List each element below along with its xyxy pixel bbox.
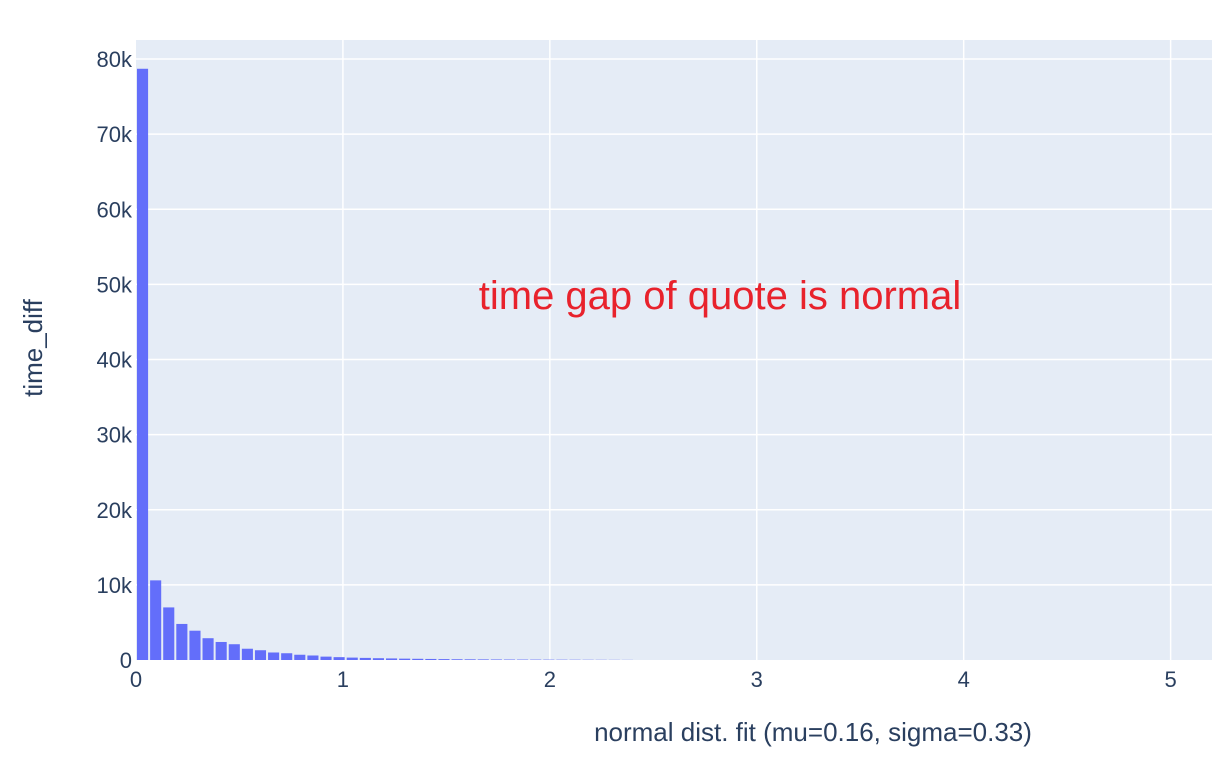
- x-tick-label: 4: [958, 667, 970, 692]
- histogram-bar: [215, 641, 227, 660]
- histogram-bar: [372, 658, 384, 660]
- x-tick-label: 1: [337, 667, 349, 692]
- histogram-bar: [189, 630, 201, 660]
- y-axis-title: time_diff: [18, 298, 48, 397]
- histogram-bar: [333, 657, 345, 660]
- histogram-bar: [202, 638, 214, 660]
- histogram-bar: [399, 658, 411, 660]
- histogram-bar: [464, 659, 476, 660]
- histogram-bar: [438, 659, 450, 660]
- histogram-bar: [241, 648, 253, 660]
- histogram-bar: [307, 655, 319, 660]
- y-tick-label: 20k: [97, 498, 133, 523]
- x-tick-label: 2: [544, 667, 556, 692]
- histogram-bar: [386, 658, 398, 660]
- x-tick-label: 3: [751, 667, 763, 692]
- histogram-bar: [294, 654, 306, 660]
- histogram-bar: [268, 652, 280, 660]
- y-tick-label: 60k: [97, 197, 133, 222]
- histogram-bar: [490, 659, 502, 660]
- y-tick-label: 40k: [97, 348, 133, 373]
- histogram-bar: [136, 68, 149, 661]
- x-axis-title: normal dist. fit (mu=0.16, sigma=0.33): [594, 717, 1032, 747]
- y-tick-label: 10k: [97, 573, 133, 598]
- histogram-bar: [150, 580, 162, 660]
- histogram-bar: [477, 659, 489, 660]
- histogram-bar: [425, 658, 437, 660]
- histogram-bar: [176, 623, 188, 660]
- y-tick-label: 30k: [97, 423, 133, 448]
- histogram-bar: [320, 656, 332, 660]
- y-tick-label: 70k: [97, 122, 133, 147]
- histogram-bar: [451, 659, 463, 660]
- histogram-bar: [281, 653, 293, 660]
- histogram-bar: [359, 657, 371, 660]
- histogram-bar: [412, 658, 424, 660]
- histogram-bar: [228, 644, 240, 660]
- x-tick-label: 0: [130, 667, 142, 692]
- chart-annotation: time gap of quote is normal: [479, 274, 961, 318]
- histogram-bar: [254, 650, 267, 660]
- y-axis-ticks: 0 10k 20k 30k 40k 50k 60k 70k 80k: [97, 47, 133, 673]
- bars: [136, 68, 633, 661]
- x-tick-label: 5: [1164, 667, 1176, 692]
- histogram-bar: [346, 657, 358, 660]
- y-tick-label: 80k: [97, 47, 133, 72]
- histogram-bar: [163, 607, 175, 660]
- y-tick-label: 0: [120, 648, 132, 673]
- gridlines: [136, 40, 1212, 660]
- y-tick-label: 50k: [97, 272, 133, 297]
- plot-area: [136, 40, 1212, 660]
- x-axis-ticks: 0 1 2 3 4 5: [130, 667, 1177, 692]
